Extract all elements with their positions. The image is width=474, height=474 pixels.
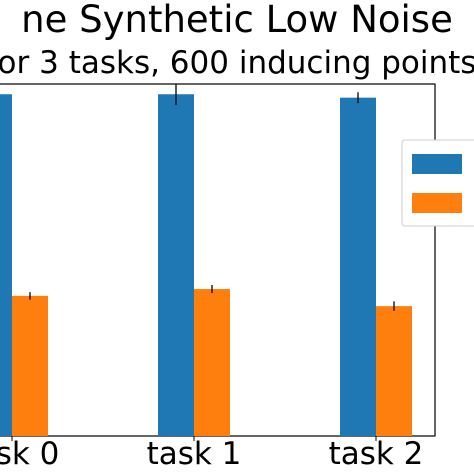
chart-title: ne Synthetic Low Noise (21, 0, 453, 41)
legend (401, 139, 474, 227)
bar-series1-task-2 (340, 97, 376, 436)
bar-series1-task-0 (0, 94, 12, 436)
x-tick-label: task 2 (329, 436, 424, 472)
chart-subtitle: or 3 tasks, 600 inducing points (0, 45, 474, 81)
bar-series2-task-2 (376, 306, 412, 436)
legend-box (401, 139, 474, 227)
bar-series2-task-0 (12, 295, 48, 436)
legend-swatch-series-2 (412, 193, 462, 213)
bar-series1-task-1 (158, 94, 194, 436)
x-tick-label: task 1 (147, 436, 242, 472)
legend-swatch-series-1 (412, 154, 462, 174)
x-tick-label: task 0 (0, 436, 59, 472)
bar-series2-task-1 (194, 289, 230, 436)
bars-group (0, 83, 412, 436)
x-tick-group: task 0 task 1 task 2 (0, 436, 423, 472)
